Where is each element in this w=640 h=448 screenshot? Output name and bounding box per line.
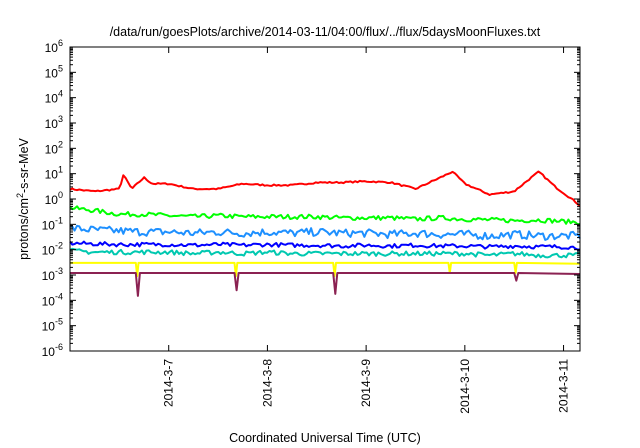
series-line-7	[70, 272, 581, 297]
y-tick-label: 10-2	[42, 241, 63, 258]
y-axis-label-superscript: 2	[15, 193, 25, 198]
series-line-6	[70, 261, 581, 278]
y-tick-exponent: 3	[58, 114, 63, 124]
y-axis-label-text: protons/cm	[17, 198, 31, 260]
y-tick-exponent: -3	[55, 266, 63, 276]
series-line-3	[69, 224, 581, 241]
y-tick-label: 103	[45, 114, 63, 131]
y-tick-base: 10	[42, 218, 56, 232]
y-tick-label: 10-5	[42, 317, 63, 334]
y-tick-base: 10	[42, 294, 56, 308]
y-tick-exponent: 5	[58, 63, 63, 73]
y-tick-exponent: -2	[55, 241, 63, 251]
y-tick-exponent: -1	[55, 215, 63, 225]
y-tick-base: 10	[45, 117, 59, 131]
y-tick-label: 10-3	[42, 266, 63, 283]
y-tick-base: 10	[45, 142, 59, 156]
y-tick-base: 10	[45, 92, 59, 106]
x-tick-label: 2014-3-11	[557, 359, 571, 413]
series-line-2	[69, 205, 581, 226]
y-tick-label: 10-1	[42, 215, 63, 232]
y-tick-base: 10	[42, 320, 56, 334]
y-tick-base: 10	[42, 269, 56, 283]
y-tick-base: 10	[45, 168, 59, 182]
y-tick-exponent: -5	[55, 317, 63, 327]
x-tick-label: 2014-3-7	[162, 359, 176, 407]
series-line-5	[69, 247, 581, 259]
y-tick-label: 101	[45, 165, 63, 182]
y-tick-exponent: 1	[58, 165, 63, 175]
x-axis-label: Coordinated Universal Time (UTC)	[229, 431, 421, 445]
series-line-1	[69, 170, 581, 207]
series-layer	[69, 170, 581, 297]
y-tick-exponent: 2	[58, 139, 63, 149]
y-axis-label-units: -s-sr-MeV	[17, 137, 31, 193]
y-tick-label: 102	[45, 139, 63, 156]
y-tick-exponent: 0	[58, 190, 63, 200]
chart-title: /data/run/goesPlots/archive/2014-03-11/0…	[110, 25, 541, 39]
y-tick-exponent: -6	[55, 342, 63, 352]
y-tick-base: 10	[45, 41, 59, 55]
x-tick-label: 2014-3-8	[260, 359, 274, 407]
y-tick-exponent: 4	[58, 89, 63, 99]
y-tick-label: 10-6	[42, 342, 63, 359]
y-tick-base: 10	[45, 66, 59, 80]
y-axis-label: protons/cm2-s-sr-MeV	[15, 137, 31, 259]
y-tick-label: 100	[45, 190, 63, 207]
plot-frame	[69, 46, 581, 352]
y-tick-base: 10	[42, 345, 56, 359]
x-tick-label: 2014-3-10	[458, 359, 472, 414]
y-tick-label: 106	[45, 38, 63, 55]
y-tick-exponent: -4	[55, 291, 63, 301]
y-tick-label: 10-4	[42, 291, 63, 308]
y-axis: 10-610-510-410-310-210-11001011021031041…	[42, 38, 580, 359]
series-line-4	[69, 240, 580, 251]
y-tick-label: 104	[45, 89, 63, 106]
y-tick-base: 10	[45, 193, 59, 207]
y-tick-exponent: 6	[58, 38, 63, 48]
x-axis: 2014-3-7 2014-3-8 2014-3-9 2014-3-10 2014-3-…	[162, 47, 571, 414]
y-tick-base: 10	[42, 244, 56, 258]
y-tick-label: 105	[45, 63, 63, 80]
x-tick-label: 2014-3-9	[359, 359, 373, 407]
